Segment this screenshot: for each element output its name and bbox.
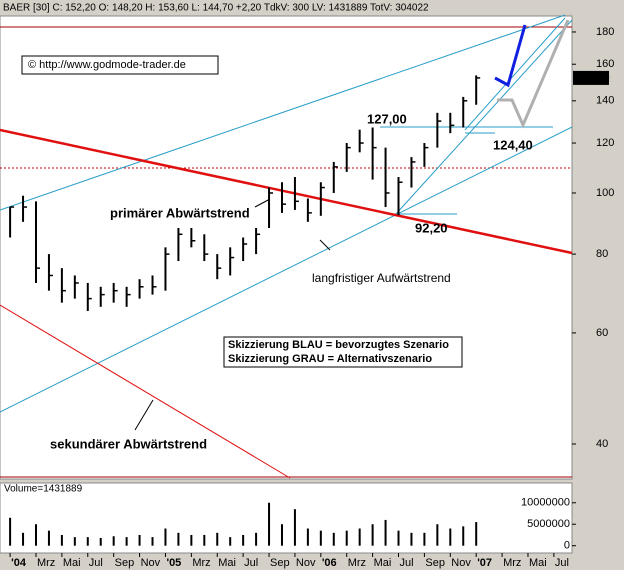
volume-bar	[371, 524, 374, 546]
volume-bar	[125, 537, 128, 546]
annotation: 124,40	[493, 137, 533, 152]
y-tick-label: 60	[596, 327, 608, 339]
volume-bar	[293, 509, 296, 546]
volume-bar	[190, 534, 193, 546]
volume-bar	[436, 524, 439, 546]
volume-bar	[60, 534, 63, 546]
y-tick-label: 120	[596, 137, 614, 149]
volume-bar	[73, 537, 76, 546]
y-tick-label: 80	[596, 248, 608, 260]
x-tick-label: Mai	[218, 557, 236, 569]
volume-bar	[9, 517, 12, 546]
x-tick-label: Mai	[374, 557, 392, 569]
volume-bar	[34, 524, 37, 546]
x-tick-label: Jul	[244, 557, 258, 569]
volume-bar	[268, 502, 271, 546]
x-tick-label: Jul	[89, 557, 103, 569]
x-tick-label: Mai	[529, 557, 547, 569]
annotation: sekundärer Abwärtstrend	[50, 436, 207, 451]
x-tick-label: Mai	[63, 557, 81, 569]
y-tick-label: 40	[596, 438, 608, 450]
volume-bar	[319, 530, 322, 546]
volume-bar	[177, 532, 180, 546]
copyright: © http://www.godmode-trader.de	[28, 59, 186, 71]
x-tick-label: Mrz	[348, 557, 366, 569]
channel-upper	[0, 14, 566, 211]
header: BAER [30] C: 152,20 O: 148,20 H: 153,60 …	[3, 3, 429, 14]
volume-bar	[99, 537, 102, 546]
x-tick-label: Jul	[555, 557, 569, 569]
secondary-downtrend	[0, 304, 291, 479]
volume-bar	[47, 530, 50, 546]
last-price-label: 152,20	[576, 72, 610, 84]
channel-lower	[0, 126, 573, 413]
volume-bar	[86, 537, 89, 546]
volume-title: Volume=1431889	[4, 484, 83, 495]
x-tick-label: '04	[11, 557, 27, 569]
volume-bar	[449, 528, 452, 546]
note-box	[223, 336, 463, 368]
volume-bar	[397, 530, 400, 546]
x-tick-label: '05	[166, 557, 181, 569]
volume-bar	[164, 528, 167, 546]
price-panel	[0, 15, 573, 480]
scenario-note: Skizzierung GRAU = Alternativszenario	[228, 353, 432, 365]
volume-bar	[475, 522, 478, 546]
annotation: langfristiger Aufwärtstrend	[312, 271, 451, 285]
volume-bar	[242, 534, 245, 546]
volume-bar	[280, 524, 283, 546]
gray-scenario	[497, 19, 570, 129]
volume-bar	[229, 537, 232, 546]
blue-scenario	[494, 24, 527, 88]
x-tick-label: Nov	[451, 557, 471, 569]
y-tick-label: 5000000	[527, 518, 570, 530]
primary-downtrend	[0, 128, 573, 255]
arrow	[319, 239, 331, 251]
volume-bar	[255, 532, 258, 546]
x-tick-label: Mrz	[192, 557, 210, 569]
annotation: 127,00	[367, 111, 407, 126]
x-tick-label: '07	[477, 557, 492, 569]
volume-bar	[345, 530, 348, 546]
volume-bar	[151, 537, 154, 546]
y-tick-label: 160	[596, 58, 614, 70]
arrow	[134, 399, 154, 431]
volume-bar	[462, 526, 465, 546]
volume-bar	[112, 536, 115, 546]
y-tick-label: 10000000	[521, 497, 570, 509]
volume-bar	[332, 532, 335, 546]
x-tick-label: Sep	[270, 557, 290, 569]
last-price-box	[573, 70, 609, 85]
x-tick-label: '06	[322, 557, 337, 569]
y-tick-label: 100	[596, 187, 614, 199]
scenario-note: Skizzierung BLAU = bevorzugtes Szenario	[228, 339, 449, 351]
y-tick-label: 0	[564, 540, 570, 552]
annotation: 92,20	[415, 220, 448, 235]
x-tick-label: Sep	[115, 557, 135, 569]
copyright-box	[21, 55, 219, 75]
x-tick-label: Nov	[141, 557, 161, 569]
volume-bar	[306, 528, 309, 546]
x-tick-label: Sep	[425, 557, 445, 569]
volume-bar	[138, 534, 141, 546]
volume-bar	[203, 534, 206, 546]
x-tick-label: Mrz	[37, 557, 55, 569]
volume-bar	[384, 519, 387, 546]
steep-channel-2	[464, 17, 566, 131]
y-tick-label: 180	[596, 26, 614, 38]
y-tick-label: 140	[596, 95, 614, 107]
volume-bar	[22, 532, 25, 546]
annotation: primärer Abwärtstrend	[110, 205, 250, 220]
volume-panel	[0, 482, 573, 554]
x-tick-label: Nov	[296, 557, 316, 569]
volume-bar	[216, 532, 219, 546]
steep-channel	[394, 19, 573, 216]
volume-bar	[423, 532, 426, 546]
arrow	[254, 198, 271, 208]
volume-bar	[358, 528, 361, 546]
x-tick-label: Jul	[400, 557, 414, 569]
x-tick-label: Mrz	[503, 557, 521, 569]
volume-bar	[410, 532, 413, 546]
